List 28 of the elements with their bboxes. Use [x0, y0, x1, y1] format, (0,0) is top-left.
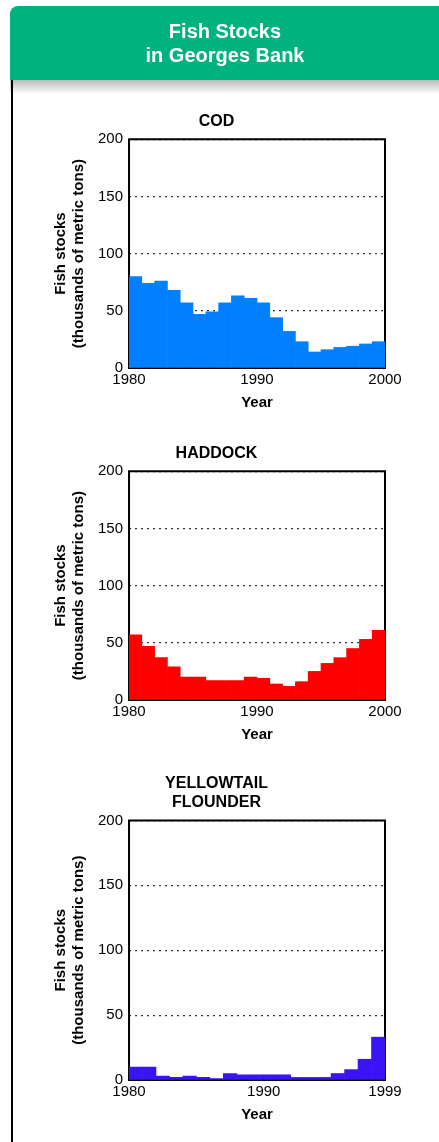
chart-title: HADDOCK	[175, 444, 258, 462]
x-tick-label: 2000	[368, 702, 402, 720]
x-axis-title: Year	[241, 393, 274, 411]
chart-title: YELLOWTAIL FLOUNDER	[165, 774, 269, 811]
x-tick-label: 2000	[368, 370, 402, 388]
y-tick-label: 50	[106, 632, 124, 650]
x-axis-title: Year	[241, 1105, 274, 1123]
y-tick-label: 150	[98, 875, 124, 893]
y-tick-label: 200	[98, 129, 124, 147]
x-tick-label: 1990	[240, 370, 274, 388]
y-tick-label: 100	[98, 575, 124, 593]
x-tick-label: 1990	[240, 702, 274, 720]
y-tick-label: 150	[98, 518, 124, 536]
y-tick-label: 100	[98, 940, 124, 958]
y-axis-title: Fish stocks (thousands of metric tons)	[51, 159, 87, 349]
y-tick-label: 100	[98, 243, 124, 261]
y-tick-label: 50	[106, 300, 124, 318]
y-tick-label: 200	[98, 461, 124, 479]
x-axis-title: Year	[241, 725, 274, 743]
y-tick-label: 200	[98, 810, 124, 828]
y-axis-title: Fish stocks (thousands of metric tons)	[51, 491, 87, 681]
x-tick-label: 1990	[247, 1082, 281, 1100]
text: Fish Stocks in Georges Bank	[10, 6, 439, 80]
x-tick-label: 1999	[368, 1082, 402, 1100]
y-tick-label: 150	[98, 186, 124, 204]
y-tick-label: 50	[106, 1005, 124, 1023]
chart-title: COD	[198, 112, 235, 130]
y-axis-title: Fish stocks (thousands of metric tons)	[51, 855, 87, 1045]
